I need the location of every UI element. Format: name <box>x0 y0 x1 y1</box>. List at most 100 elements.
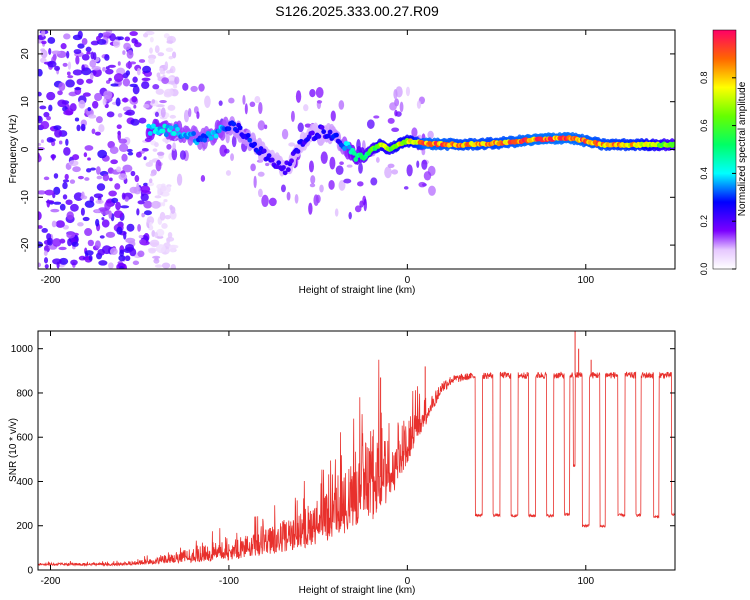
spectrogram-noise-blob <box>150 173 155 177</box>
spectrogram-noise-blob <box>152 148 158 152</box>
spectrogram-noise-blob <box>96 35 101 42</box>
spectrogram-noise-blob <box>40 57 47 63</box>
spectrogram-ridge-cell <box>295 148 301 154</box>
spectrogram-noise-blob <box>78 99 86 109</box>
spectrogram-noise-blob <box>130 118 140 126</box>
spectrogram-noise-blob <box>151 230 156 238</box>
spectrogram-noise-blob <box>51 154 55 161</box>
spectrogram-noise-blob <box>41 30 46 37</box>
spectrogram-noise-blob <box>121 153 128 162</box>
spectrogram-scatter-blob <box>416 100 422 109</box>
spectrogram-noise-blob <box>87 157 91 161</box>
spectrogram-noise-blob <box>65 138 69 146</box>
spectrogram-noise-blob <box>167 185 171 193</box>
spectrogram-noise-blob <box>143 103 150 109</box>
spectrogram-noise-blob <box>149 47 153 54</box>
spectrogram-noise-blob <box>131 96 138 103</box>
spectrogram-scatter-blob <box>159 100 167 104</box>
spectrogram-ridge-cell <box>342 146 347 151</box>
spectrogram-noise-blob <box>143 200 153 209</box>
spectrogram-ridge-cell <box>266 153 272 159</box>
spectrogram-noise-blob <box>91 100 99 109</box>
spectrogram-noise-blob <box>117 61 121 66</box>
spectrogram-noise-blob <box>63 147 71 156</box>
spectrogram-scatter-blob <box>152 84 160 90</box>
spectrogram-noise-blob <box>137 223 141 232</box>
spectrogram-noise-blob <box>66 71 71 76</box>
spectrogram-noise-blob <box>38 115 43 124</box>
spectrogram-noise-blob <box>165 47 174 52</box>
spectrogram-noise-blob <box>55 220 65 228</box>
spectrogram-noise-blob <box>122 72 129 79</box>
spectrogram-noise-blob <box>113 210 124 218</box>
snr-ytick-label-5: 1000 <box>11 344 34 355</box>
spectrogram-noise-blob <box>43 111 50 118</box>
spectrogram-scatter-blob <box>198 83 205 92</box>
colorbar-tick-label-2: 0.4 <box>699 167 709 180</box>
spectrogram-noise-blob <box>136 182 140 192</box>
snr-xtick-label-0: -200 <box>40 576 60 587</box>
colorbar-gradient <box>712 29 737 270</box>
spectrogram-noise-blob <box>138 59 146 63</box>
spectrogram-noise-blob <box>149 36 154 43</box>
spectrogram-noise-blob <box>162 201 166 207</box>
spectrogram-noise-blob <box>47 60 57 68</box>
spectrogram-scatter-blob <box>309 89 316 98</box>
spectrogram-noise-blob <box>133 104 137 109</box>
spectrogram-noise-blob <box>38 154 42 163</box>
spectrogram-scatter-blob <box>242 94 246 105</box>
spectrogram-noise-blob <box>38 262 42 268</box>
colorbar-ticks: 0.0 0.2 0.4 0.6 0.8 <box>699 72 736 275</box>
spectrogram-noise-blob <box>53 173 59 179</box>
spectrogram-noise-blob <box>89 72 94 80</box>
spectrogram-noise-blob <box>138 234 144 239</box>
spectrogram-noise-blob <box>108 210 113 219</box>
spectrogram-ridge-cell <box>327 129 333 135</box>
spectrogram-noise-blob <box>134 175 140 183</box>
spectrogram-scatter-blob <box>310 175 316 185</box>
spectrogram-noise-blob <box>48 104 53 112</box>
spectrogram-noise-blob <box>95 218 100 227</box>
spectrogram-noise-blob <box>118 254 126 262</box>
spectrogram-ridge-cell <box>285 167 291 173</box>
spectrogram-noise-blob <box>137 200 145 205</box>
spectrogram-ridge-cell <box>671 141 675 147</box>
spectrogram-noise-blob <box>90 167 97 171</box>
spectrogram-noise-blob <box>53 201 62 205</box>
spectrogram-scatter-blob <box>179 150 186 160</box>
spectrogram-scatter-blob <box>281 128 289 140</box>
spectrogram-noise-blob <box>168 55 174 60</box>
spectrogram-noise-blob <box>167 231 173 239</box>
spectrogram-ridge-cell <box>245 132 251 138</box>
spectrogram-noise-blob <box>74 117 80 122</box>
spectrogram-noise-blob <box>38 225 43 229</box>
spectrogram-noise-blob <box>164 61 169 71</box>
spectrogram-scatter-blob <box>155 159 162 172</box>
spectrogram-noise-blob <box>62 62 68 67</box>
spectrogram-noise-blob <box>122 50 126 55</box>
spectrogram-noise-blob <box>170 264 177 269</box>
snr-marks <box>38 331 675 567</box>
spectrogram-noise-blob <box>119 266 124 269</box>
spectrogram-scatter-blob <box>329 156 336 170</box>
spectrogram-xtick-label-0: -200 <box>40 275 60 286</box>
spectrogram-scatter-blob <box>258 101 263 115</box>
spectrogram-noise-blob <box>44 264 49 269</box>
spectrogram-noise-blob <box>38 91 42 97</box>
spectrogram-noise-blob <box>170 65 176 74</box>
spectrogram-scatter-blob <box>315 87 324 99</box>
spectrogram-noise-blob <box>149 239 160 248</box>
spectrogram-noise-blob <box>39 105 47 110</box>
spectrogram-scatter-blob <box>204 95 211 108</box>
spectrogram-noise-blob <box>157 187 161 196</box>
spectrogram-noise-blob <box>156 72 161 78</box>
spectrogram-noise-blob <box>164 214 171 220</box>
spectrogram-noise-blob <box>138 117 147 124</box>
spectrogram-noise-blob <box>40 48 46 52</box>
spectrogram-noise-blob <box>106 111 115 118</box>
spectrogram-ridge-cell <box>319 125 325 130</box>
spectrogram-noise-blob <box>165 70 172 74</box>
spectrogram-scatter-blob <box>357 181 364 187</box>
spectrogram-scatter-blob <box>375 156 380 163</box>
spectrogram-noise-blob <box>103 90 113 100</box>
